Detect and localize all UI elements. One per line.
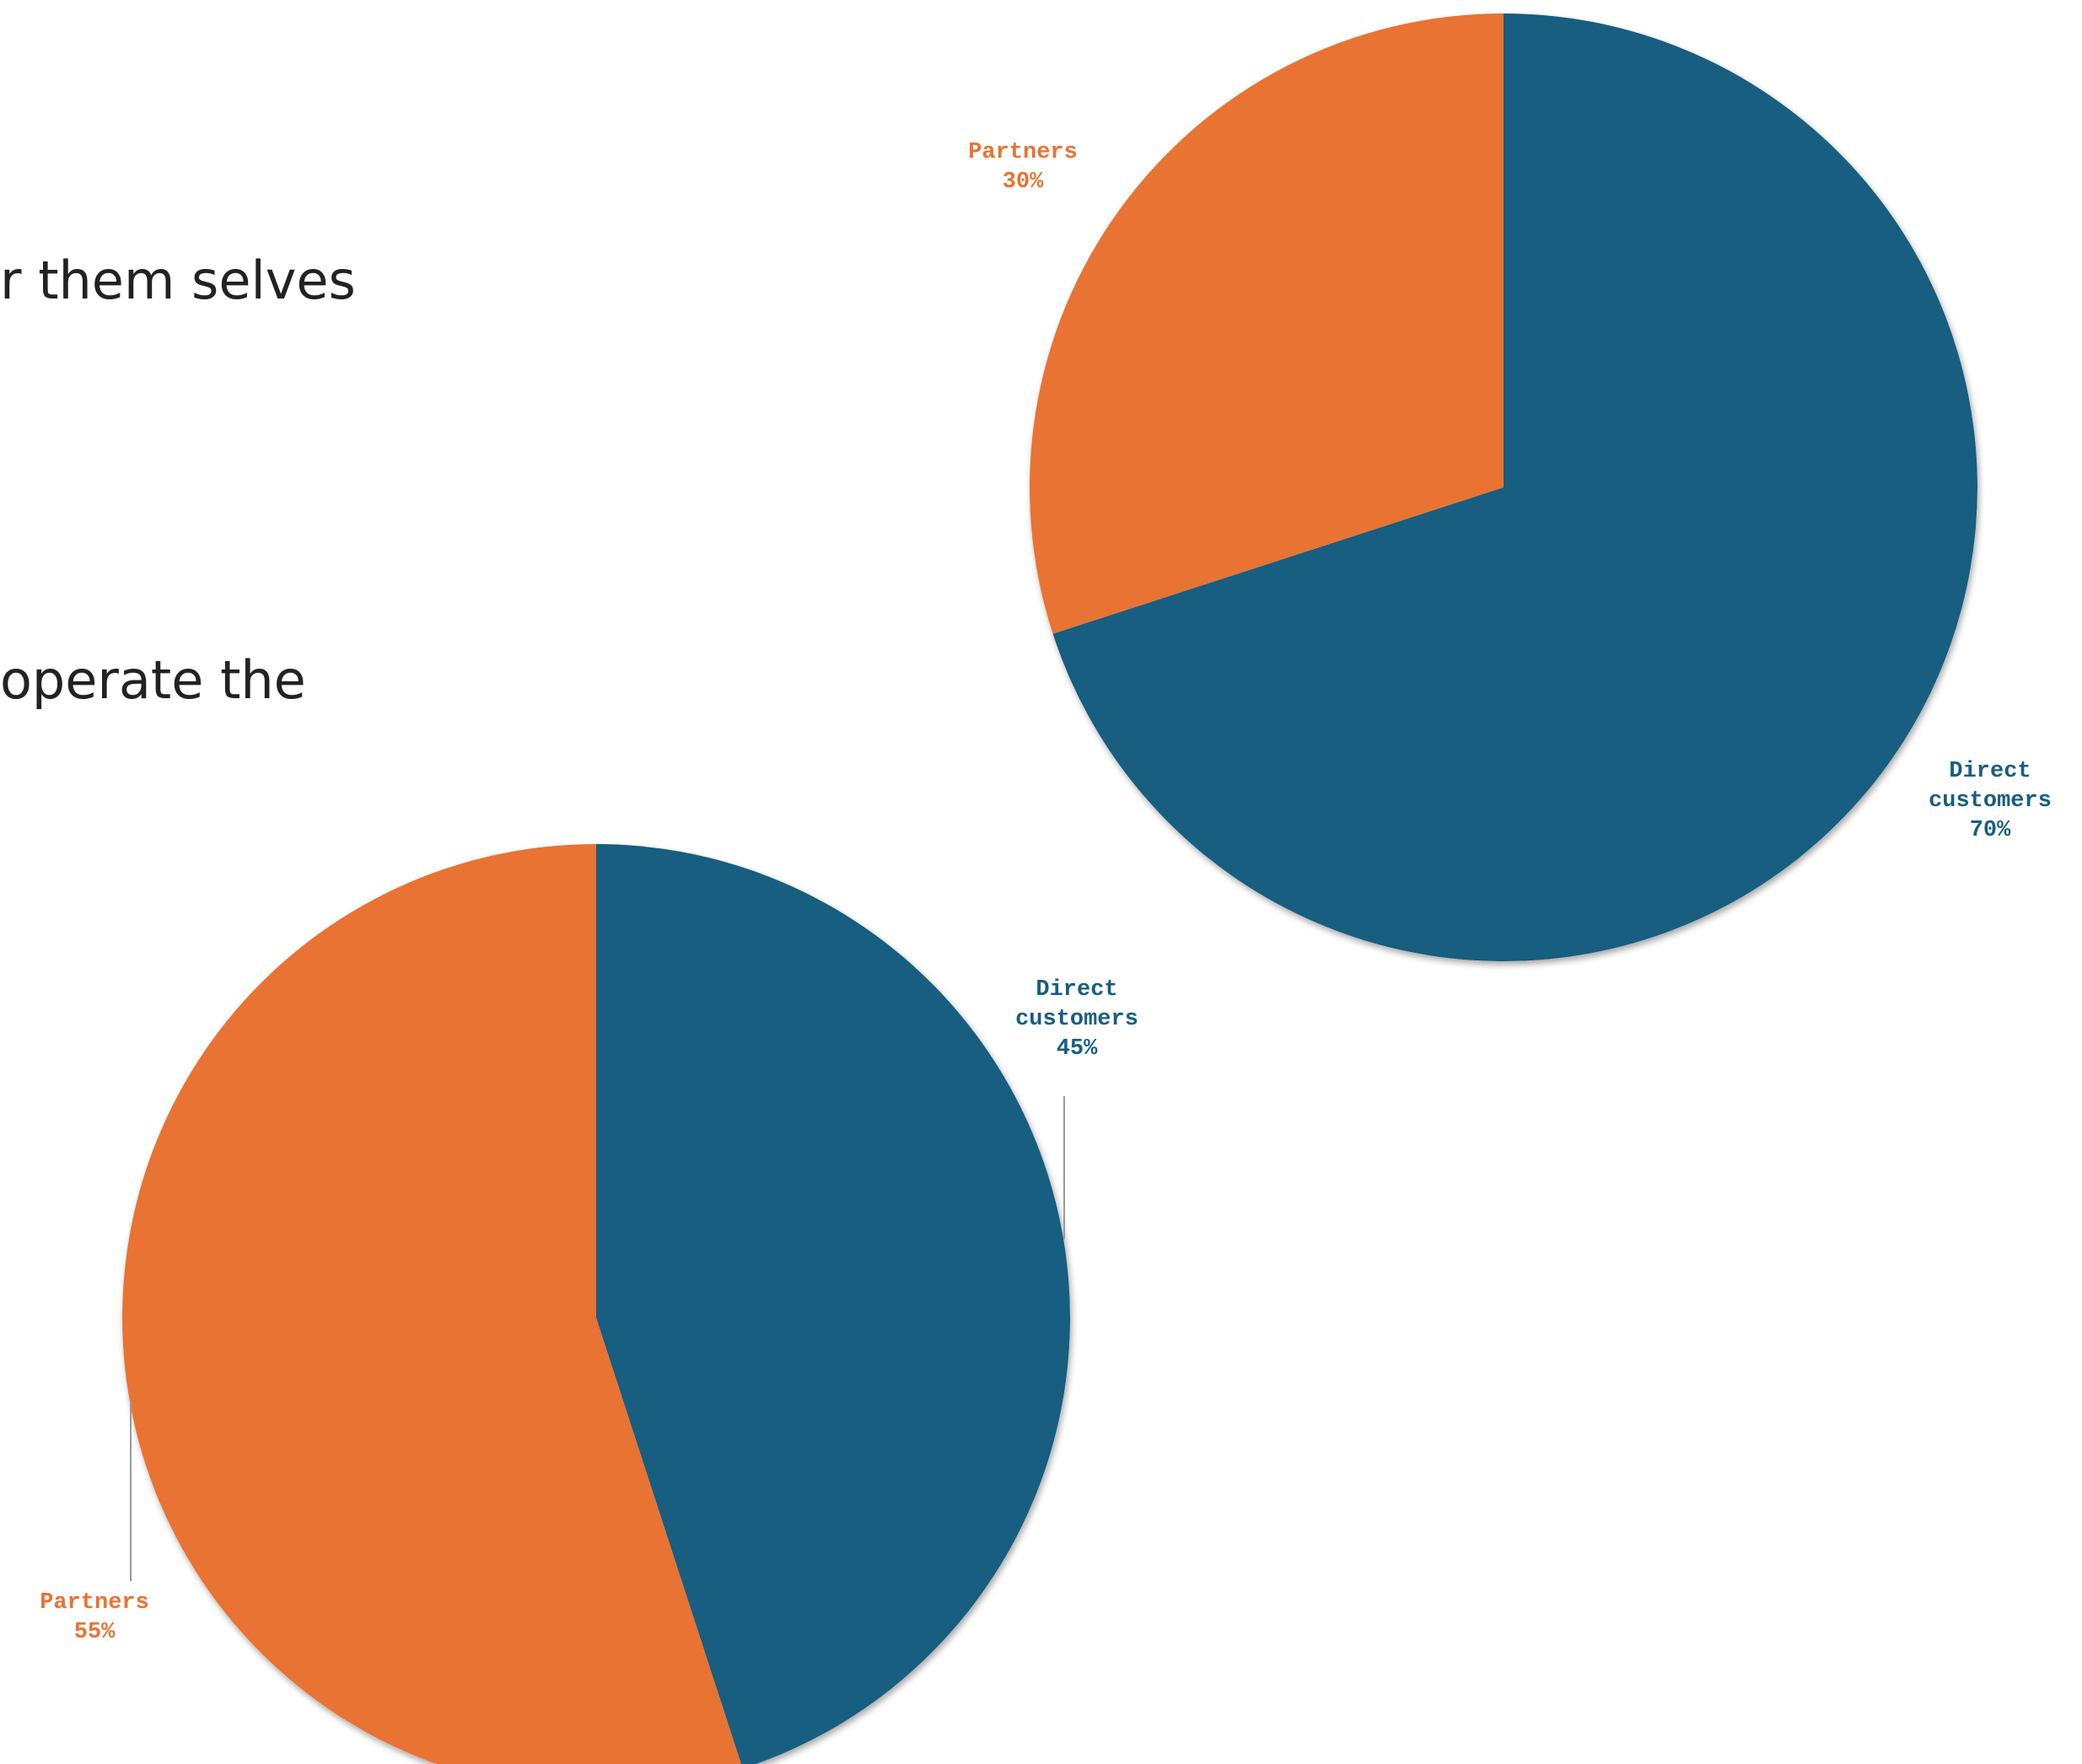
- pie-slice-partners: [1029, 13, 1504, 634]
- slice-label-direct-customers: Direct customers 70%: [1929, 759, 2052, 843]
- slide-text-line-1: r them selves: [0, 250, 356, 311]
- pie-chart-2: Direct customers 45% Partners 55%: [40, 844, 1138, 1764]
- pie-slice-direct-customers: [596, 844, 1070, 1764]
- slide-text-line-2: operate the: [0, 649, 306, 711]
- slice-label-direct-customers: Direct customers 45%: [1015, 977, 1138, 1062]
- pie-slice-partners: [121, 844, 741, 1764]
- slice-label-partners: Partners 30%: [968, 140, 1078, 195]
- pie-slice-direct-customers: [1052, 13, 1978, 961]
- slice-label-partners: Partners 55%: [40, 1590, 149, 1645]
- pie-chart-1: Direct customers 70% Partners 30%: [968, 13, 2052, 961]
